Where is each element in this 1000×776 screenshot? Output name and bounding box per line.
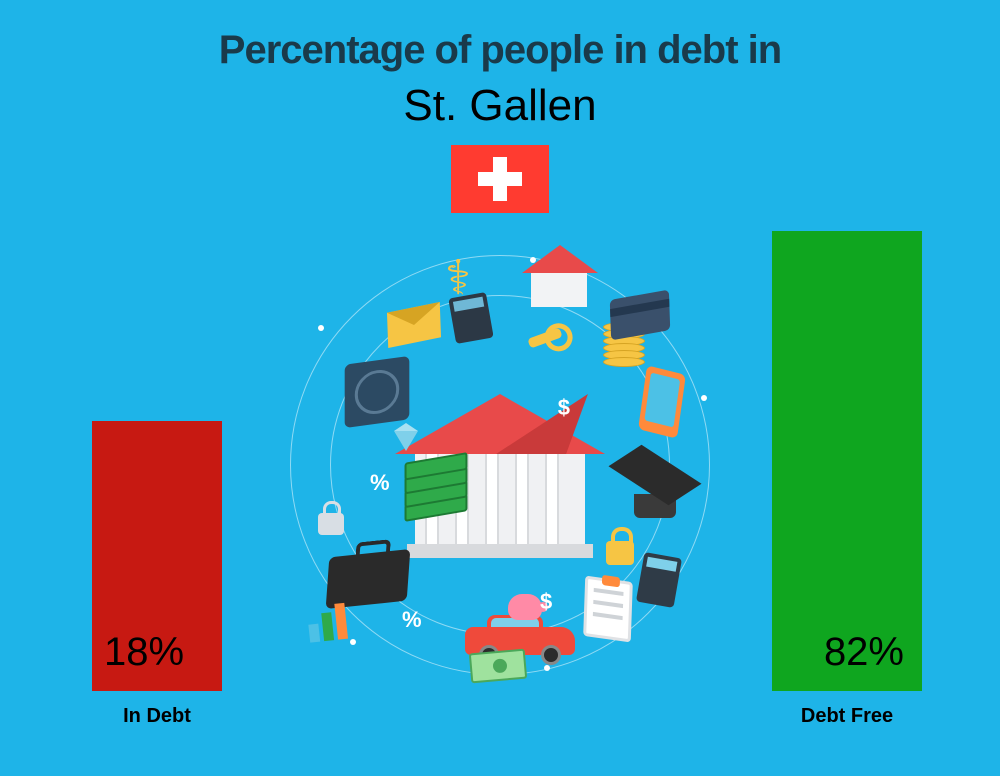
bar-label-debt-free: Debt Free <box>772 705 922 728</box>
bar-label-in-debt: In Debt <box>92 705 222 728</box>
swiss-flag-icon <box>451 145 549 213</box>
banknote-icon <box>469 649 527 684</box>
padlock-icon <box>606 541 634 565</box>
bar-chart-icon <box>306 597 362 642</box>
cash-stack-icon <box>405 450 468 522</box>
piggy-bank-icon <box>508 594 542 620</box>
orbit-dot-icon <box>544 665 550 671</box>
finance-illustration: ⚕ % % $ $ <box>290 255 710 675</box>
calculator-icon <box>636 552 682 608</box>
graduation-cap-icon <box>620 440 690 518</box>
bar-rect-debt-free: 82% <box>772 231 922 691</box>
dollar-icon: $ <box>558 395 570 421</box>
bar-rect-in-debt: 18% <box>92 421 222 691</box>
bar-value-in-debt: 18% <box>104 630 184 675</box>
orbit-dot-icon <box>350 639 356 645</box>
house-icon <box>525 245 595 305</box>
percent-icon: % <box>370 470 390 496</box>
padlock-icon <box>318 513 344 535</box>
percent-icon: % <box>402 607 422 633</box>
page-title: Percentage of people in debt in <box>0 0 1000 73</box>
orbit-dot-icon <box>701 395 707 401</box>
dollar-icon: $ <box>540 589 552 615</box>
bar-in-debt: 18% In Debt <box>92 421 222 728</box>
bar-value-debt-free: 82% <box>824 630 904 675</box>
clipboard-icon <box>583 576 633 643</box>
safe-icon <box>345 356 410 428</box>
bar-debt-free: 82% Debt Free <box>772 231 922 728</box>
orbit-dot-icon <box>318 325 324 331</box>
caduceus-icon: ⚕ <box>445 250 471 306</box>
diamond-icon <box>394 431 418 451</box>
location-name: St. Gallen <box>0 81 1000 131</box>
